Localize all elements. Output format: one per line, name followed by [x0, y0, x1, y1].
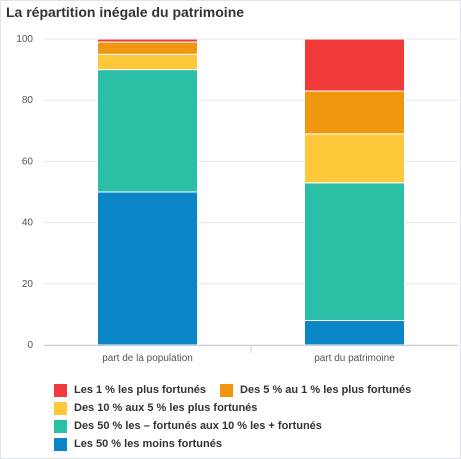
- legend-swatch: [54, 401, 67, 415]
- chart-title: La répartition inégale du patrimoine: [6, 4, 245, 20]
- bar-segment: [97, 53, 198, 71]
- legend-item-10-to-5[interactable]: Des 10 % aux 5 % les plus fortunés: [54, 401, 258, 415]
- y-tick-label: 20: [22, 279, 34, 290]
- x-category-label: part de la population: [102, 353, 193, 364]
- bar-segment: [304, 38, 405, 92]
- x-category-label: part du patrimoine: [314, 353, 395, 364]
- y-tick-label: 80: [22, 95, 34, 106]
- bar-segment: [304, 182, 405, 322]
- legend-swatch: [54, 419, 67, 433]
- legend-item-bottom-50[interactable]: Les 50 % les moins fortunés: [54, 437, 222, 451]
- y-tick-label: 100: [16, 34, 33, 45]
- legend-row: Des 50 % les – fortunés aux 10 % les + f…: [54, 417, 454, 435]
- legend-row: Les 50 % les moins fortunés: [54, 435, 454, 453]
- bar-segment: [97, 191, 198, 346]
- legend-label: Les 1 % les plus fortunés: [74, 384, 207, 396]
- legend-label: Des 10 % aux 5 % les plus fortunés: [74, 402, 258, 414]
- legend-item-50-to-10[interactable]: Des 50 % les – fortunés aux 10 % les + f…: [54, 419, 322, 433]
- bar-segment: [304, 320, 405, 346]
- y-tick-label: 60: [22, 156, 34, 167]
- chart-legend: Les 1 % les plus fortunés Des 5 % au 1 %…: [54, 381, 454, 453]
- legend-row: Des 10 % aux 5 % les plus fortunés: [54, 399, 454, 417]
- bar-segment: [304, 90, 405, 135]
- legend-label: Des 50 % les – fortunés aux 10 % les + f…: [74, 420, 322, 432]
- y-tick-label: 40: [22, 218, 34, 229]
- stacked-bar-chart: 0 20 40 60 80 100 part de la population part du…: [16, 34, 458, 364]
- legend-item-5-to-1[interactable]: Des 5 % au 1 % les plus fortunés: [220, 383, 412, 397]
- bar-segment: [304, 133, 405, 184]
- bar-segment: [97, 38, 198, 43]
- legend-label: Les 50 % les moins fortunés: [74, 438, 222, 450]
- bar-segment: [97, 41, 198, 55]
- legend-swatch: [220, 383, 234, 397]
- legend-item-top-1[interactable]: Les 1 % les plus fortunés: [54, 383, 207, 397]
- legend-swatch: [54, 437, 67, 451]
- legend-row: Les 1 % les plus fortunés Des 5 % au 1 %…: [54, 381, 454, 399]
- legend-label: Des 5 % au 1 % les plus fortunés: [240, 384, 412, 396]
- y-tick-label: 0: [27, 340, 33, 351]
- legend-swatch: [54, 383, 67, 397]
- bar-segment: [97, 69, 198, 193]
